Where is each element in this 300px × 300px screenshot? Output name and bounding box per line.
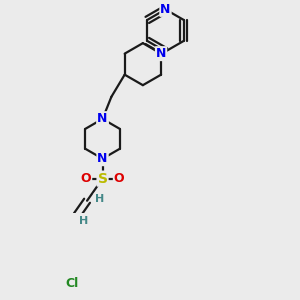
Text: N: N	[156, 47, 166, 60]
Text: Cl: Cl	[65, 277, 78, 290]
Text: H: H	[94, 194, 104, 203]
Text: N: N	[98, 112, 108, 125]
Text: H: H	[79, 216, 88, 226]
Text: N: N	[98, 112, 108, 125]
Text: N: N	[98, 152, 108, 165]
Text: S: S	[98, 172, 107, 186]
Text: O: O	[114, 172, 124, 185]
Text: N: N	[160, 3, 171, 16]
Text: O: O	[81, 172, 91, 185]
